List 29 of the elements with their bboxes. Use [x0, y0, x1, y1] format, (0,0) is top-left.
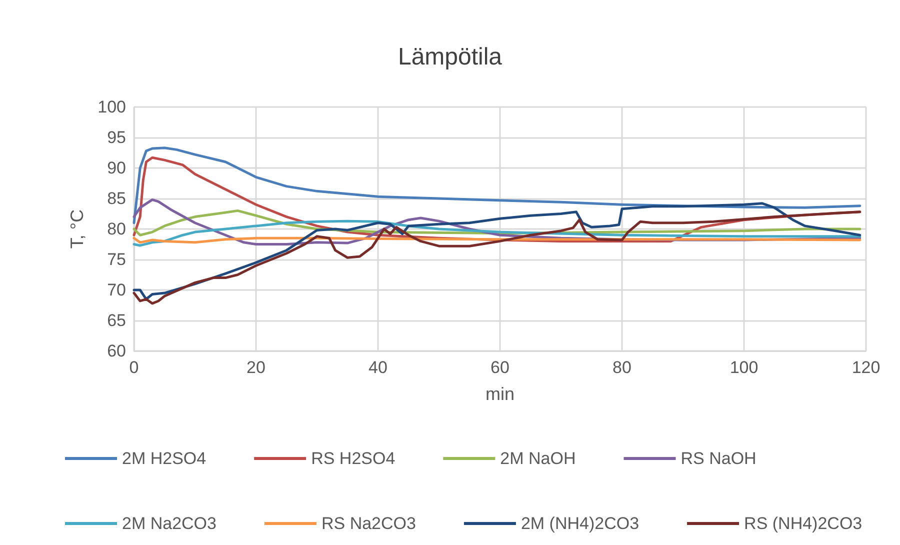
y-tick-label: 95 [107, 128, 126, 147]
y-tick-label: 75 [107, 250, 126, 269]
y-tick-label: 60 [107, 342, 126, 360]
x-tick-label: 100 [730, 358, 758, 377]
x-tick-label: 60 [490, 358, 510, 377]
line-series [132, 220, 862, 247]
y-tick-label: 100 [98, 98, 126, 116]
chart-title: Lämpötila [398, 44, 503, 70]
legend-label: 2M (NH4)2CO3 [520, 514, 640, 533]
legend-label: RS H2SO4 [311, 449, 396, 468]
legend-label: RS Na2CO3 [321, 514, 416, 533]
legend-label: 2M NaOH [500, 449, 576, 468]
y-tick-label: 80 [107, 220, 126, 238]
legend-label: RS NaOH [680, 449, 756, 468]
x-tick-label: 0 [129, 358, 139, 377]
y-axis-title: T, °C [67, 209, 87, 249]
x-tick-label: 20 [246, 358, 266, 377]
y-tick-label: 85 [107, 189, 126, 208]
y-tick-label: 70 [107, 280, 126, 300]
legend-label: RS (NH4)2CO3 [744, 514, 862, 533]
y-tick-label: 90 [107, 158, 126, 178]
y-tick-label: 65 [107, 311, 126, 330]
x-tick-label: 80 [612, 358, 632, 377]
x-tick-label: 40 [368, 358, 388, 377]
x-tick-label: 120 [852, 358, 880, 377]
x-axis-title: min [485, 384, 515, 404]
legend-label: 2M H2SO4 [122, 449, 206, 468]
legend-label: 2M Na2CO3 [122, 514, 216, 533]
line-series [132, 146, 862, 224]
